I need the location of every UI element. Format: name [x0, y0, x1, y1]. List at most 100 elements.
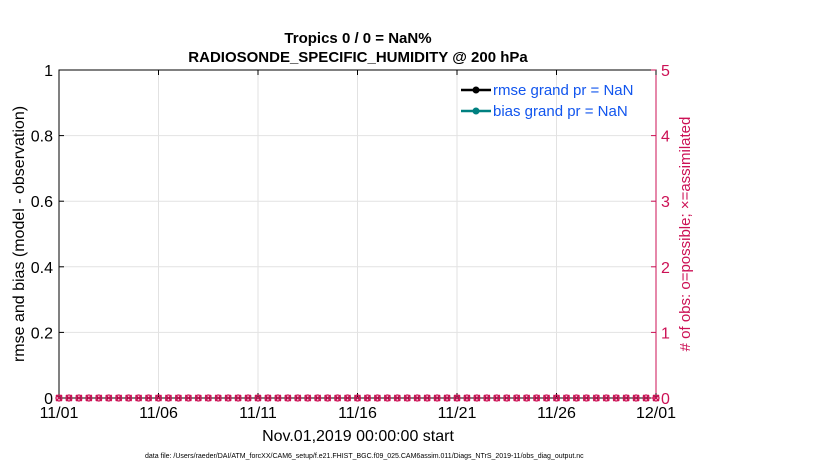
y-tick-label: 0.2	[31, 325, 53, 342]
possible-obs-marker	[323, 394, 332, 402]
assimilated-obs-marker	[642, 394, 650, 402]
assimilated-obs-marker	[135, 394, 143, 402]
assimilated-obs-marker	[234, 394, 242, 402]
assimilated-obs-marker	[155, 394, 162, 402]
possible-obs-marker	[95, 394, 103, 402]
y-tick-label: 0.4	[31, 260, 53, 277]
possible-obs-marker	[65, 394, 73, 402]
assimilated-obs-marker	[294, 394, 302, 402]
possible-obs-marker	[542, 394, 551, 402]
assimilated-obs-marker	[125, 394, 133, 402]
possible-obs-marker	[244, 394, 252, 402]
assimilated-obs-marker	[214, 394, 222, 402]
x-tick-label: 11/06	[139, 405, 178, 422]
possible-obs-marker	[513, 394, 521, 402]
data-file-footer: data file: /Users/raeder/DAI/ATM_forcXX/…	[145, 453, 584, 460]
y2-tick-label: 4	[661, 129, 670, 146]
possible-obs-marker	[55, 394, 63, 402]
assimilated-obs-marker	[145, 394, 153, 402]
assimilated-obs-marker	[433, 394, 441, 402]
assimilated-obs-marker	[592, 394, 600, 402]
possible-obs-marker	[333, 394, 342, 402]
assimilated-obs-marker	[105, 394, 113, 402]
possible-obs-marker	[383, 394, 392, 402]
possible-obs-marker	[353, 394, 362, 402]
assimilated-obs-marker	[523, 394, 531, 402]
assimilated-obs-marker	[85, 394, 93, 402]
assimilated-obs-marker	[503, 394, 511, 402]
y-tick-label: 1	[44, 63, 53, 80]
possible-obs-marker	[652, 394, 660, 402]
assimilated-obs-marker	[354, 394, 361, 402]
assimilated-obs-marker	[652, 394, 660, 402]
legend-rmse-marker	[472, 86, 480, 94]
x-axis-label: Nov.01,2019 00:00:00 start	[262, 428, 454, 445]
assimilated-obs-marker	[572, 394, 580, 402]
possible-obs-marker	[612, 394, 620, 402]
x-tick-label: 12/01	[636, 405, 676, 422]
assimilated-obs-marker	[513, 394, 521, 402]
possible-obs-marker	[463, 394, 471, 402]
assimilated-obs-marker	[383, 394, 391, 402]
possible-obs-marker	[632, 394, 640, 402]
assimilated-obs-marker	[483, 394, 491, 402]
possible-obs-marker	[433, 394, 441, 402]
assimilated-obs-marker	[632, 394, 640, 402]
assimilated-obs-marker	[543, 394, 551, 402]
assimilated-obs-marker	[562, 394, 570, 402]
possible-obs-marker	[75, 394, 83, 402]
possible-obs-marker	[453, 394, 461, 402]
assimilated-obs-marker	[324, 394, 332, 402]
possible-obs-marker	[373, 394, 382, 402]
assimilated-obs-marker	[423, 394, 431, 402]
assimilated-obs-marker	[75, 394, 83, 402]
possible-obs-marker	[642, 394, 650, 402]
possible-obs-marker	[224, 394, 232, 402]
assimilated-obs-marker	[65, 394, 73, 402]
possible-obs-marker	[194, 394, 202, 402]
possible-obs-marker	[174, 394, 183, 402]
assimilated-obs-marker	[55, 394, 63, 402]
assimilated-obs-marker	[393, 394, 401, 402]
possible-obs-marker	[254, 394, 262, 402]
possible-obs-marker	[154, 394, 163, 402]
x-tick-label: 11/16	[338, 405, 377, 422]
y-tick-label: 0.6	[31, 194, 53, 211]
possible-obs-marker	[164, 394, 173, 402]
possible-obs-marker	[572, 394, 581, 402]
assimilated-obs-marker	[204, 394, 212, 402]
possible-obs-marker	[264, 394, 272, 402]
legend: rmse grand pr = NaN bias grand pr = NaN	[461, 82, 633, 120]
legend-rmse-label: rmse grand pr = NaN	[493, 82, 633, 99]
possible-obs-marker	[602, 394, 610, 402]
possible-obs-marker	[483, 394, 491, 402]
possible-obs-marker	[134, 394, 143, 402]
y2-tick-label: 1	[661, 325, 670, 342]
y2-tick-label: 0	[661, 391, 670, 408]
assimilated-obs-marker	[254, 394, 262, 402]
y-tick-label: 0.8	[31, 129, 53, 146]
assimilated-obs-marker	[363, 394, 371, 402]
y2-tick-label: 3	[661, 194, 670, 211]
possible-obs-marker	[314, 394, 322, 402]
assimilated-obs-marker	[274, 394, 282, 402]
possible-obs-marker	[523, 394, 531, 402]
assimilated-obs-marker	[622, 394, 630, 402]
possible-obs-marker	[473, 394, 481, 402]
possible-obs-marker	[284, 394, 292, 402]
assimilated-obs-marker	[304, 394, 312, 402]
possible-obs-marker	[144, 394, 153, 402]
y2-tick-label: 2	[661, 260, 670, 277]
possible-obs-marker	[443, 394, 451, 402]
assimilated-obs-marker	[244, 394, 252, 402]
assimilated-obs-marker	[373, 394, 381, 402]
assimilated-obs-marker	[334, 394, 342, 402]
possible-obs-marker	[234, 394, 242, 402]
assimilated-obs-marker	[403, 394, 411, 402]
possible-obs-marker	[622, 394, 630, 402]
assimilated-obs-marker	[463, 394, 471, 402]
assimilated-obs-marker	[284, 394, 292, 402]
y2-axis-label: # of obs: o=possible; ×=assimilated	[677, 117, 694, 352]
assimilated-obs-marker	[264, 394, 272, 402]
